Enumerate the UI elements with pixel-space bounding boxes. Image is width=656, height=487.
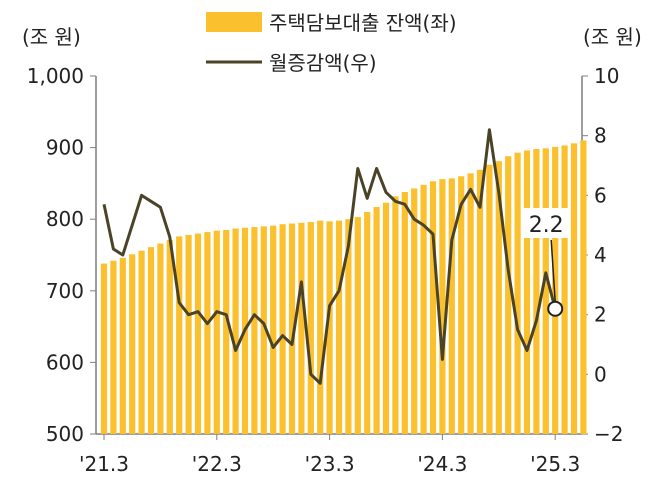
bar xyxy=(147,247,155,434)
left-unit-label: (조 원) xyxy=(22,25,81,49)
bar xyxy=(100,263,108,434)
left-tick-label: 900 xyxy=(46,136,84,160)
right-tick-label: 6 xyxy=(594,183,607,207)
bar xyxy=(448,178,455,434)
annotation-leader xyxy=(550,239,556,302)
bar xyxy=(260,226,267,434)
bar xyxy=(467,173,474,434)
legend-bar-label: 주택담보대출 잔액(좌) xyxy=(269,11,457,35)
bar xyxy=(138,250,145,434)
left-tick-label: 1,000 xyxy=(27,64,84,88)
line-series xyxy=(102,128,557,385)
bar-series xyxy=(100,140,587,435)
bar xyxy=(354,217,361,434)
bar xyxy=(232,228,239,434)
bar xyxy=(401,191,408,434)
bar xyxy=(420,184,427,434)
last-point-marker xyxy=(547,300,564,317)
left-tick-label: 500 xyxy=(46,422,84,446)
line-path xyxy=(102,128,557,385)
bar xyxy=(561,145,568,434)
bar xyxy=(307,222,314,434)
x-tick-label: '25.3 xyxy=(530,452,580,476)
left-tick-label: 600 xyxy=(46,350,84,374)
x-tick-label: '23.3 xyxy=(305,452,355,476)
bar xyxy=(166,239,173,434)
bar xyxy=(364,212,371,434)
bar xyxy=(486,164,493,434)
bar xyxy=(392,196,399,434)
bar xyxy=(194,233,202,434)
right-tick-label: 10 xyxy=(594,64,619,88)
bar xyxy=(373,207,380,434)
annotation-bg xyxy=(523,208,570,238)
x-ticks: '21.3 '22.3 '23.3 '24.3 '25.3 xyxy=(79,434,580,476)
bar xyxy=(213,230,220,434)
bar xyxy=(505,156,512,434)
right-unit-label: (조 원) xyxy=(583,25,642,49)
bar xyxy=(458,176,465,435)
x-tick-label: '22.3 xyxy=(192,452,242,476)
bar xyxy=(157,243,164,434)
left-tick-label: 700 xyxy=(46,279,84,303)
x-tick-label: '24.3 xyxy=(417,452,467,476)
bar xyxy=(411,188,418,434)
bar xyxy=(119,257,126,434)
bar xyxy=(223,229,230,434)
bar xyxy=(439,179,446,434)
legend-line-label: 월증감액(우) xyxy=(269,51,377,75)
left-tick-label: 800 xyxy=(46,207,84,231)
bar xyxy=(176,236,183,434)
right-tick-label: −2 xyxy=(594,422,623,446)
bar xyxy=(495,161,502,434)
bar xyxy=(270,225,277,434)
bar xyxy=(345,219,352,434)
bar xyxy=(542,148,549,434)
x-tick-label: '21.3 xyxy=(79,452,129,476)
bar xyxy=(185,234,192,434)
bar xyxy=(129,254,136,434)
bar xyxy=(251,227,258,434)
right-tick-label: 0 xyxy=(594,362,607,386)
bar xyxy=(204,232,211,434)
bar xyxy=(382,202,390,434)
annotation: 2.2 xyxy=(523,208,570,317)
bar xyxy=(298,222,305,434)
right-tick-label: 4 xyxy=(594,243,607,267)
left-ticks xyxy=(90,75,96,435)
bar xyxy=(580,140,587,434)
legend-bar-swatch xyxy=(206,12,262,32)
bar xyxy=(335,220,343,434)
bar xyxy=(288,223,296,434)
bar xyxy=(279,224,286,434)
bar xyxy=(570,143,578,435)
bar xyxy=(326,221,333,434)
bar xyxy=(533,149,540,434)
right-tick-label: 2 xyxy=(594,303,607,327)
right-tick-label: 8 xyxy=(594,124,607,148)
bar xyxy=(110,260,117,434)
annotation-label: 2.2 xyxy=(529,213,564,238)
bar xyxy=(429,181,437,434)
bar xyxy=(514,152,521,435)
bar xyxy=(523,150,531,434)
bar xyxy=(317,220,324,434)
bar xyxy=(476,169,484,435)
